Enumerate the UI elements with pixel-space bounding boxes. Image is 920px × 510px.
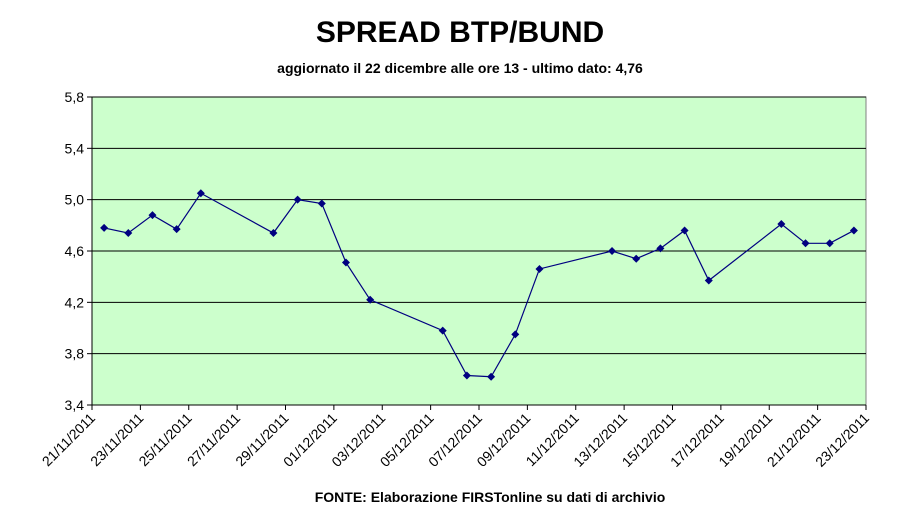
point [438,326,447,335]
point [462,371,471,380]
point [704,276,713,285]
y-tick-label: 4,2 [65,294,85,310]
point [680,226,689,235]
point [366,295,375,304]
line [103,192,855,378]
y-tick-label: 5,0 [65,192,85,208]
point [487,372,496,381]
point [293,195,302,204]
point [341,258,350,267]
point [777,220,786,229]
y-tick-label: 5,8 [65,89,85,105]
point [656,244,665,253]
point [801,239,810,248]
point [196,189,205,198]
point [511,330,520,339]
y-tick-label: 4,6 [65,243,85,259]
point [100,223,109,232]
point [317,199,326,208]
point [849,226,858,235]
y-tick-label: 3,8 [65,346,85,362]
point [148,211,157,220]
point [269,229,278,238]
chart-subtitle: aggiornato il 22 dicembre alle ore 13 - … [277,60,643,76]
point [632,254,641,263]
point [825,239,834,248]
point [172,225,181,234]
y-tick-label: 5,4 [65,140,85,156]
source-note: FONTE: Elaborazione FIRSTonline su dati … [315,489,666,505]
point [535,264,544,273]
y-tick-label: 3,4 [65,397,85,413]
chart-title: SPREAD BTP/BUND [316,16,604,49]
point [608,247,617,255]
point [124,229,133,238]
